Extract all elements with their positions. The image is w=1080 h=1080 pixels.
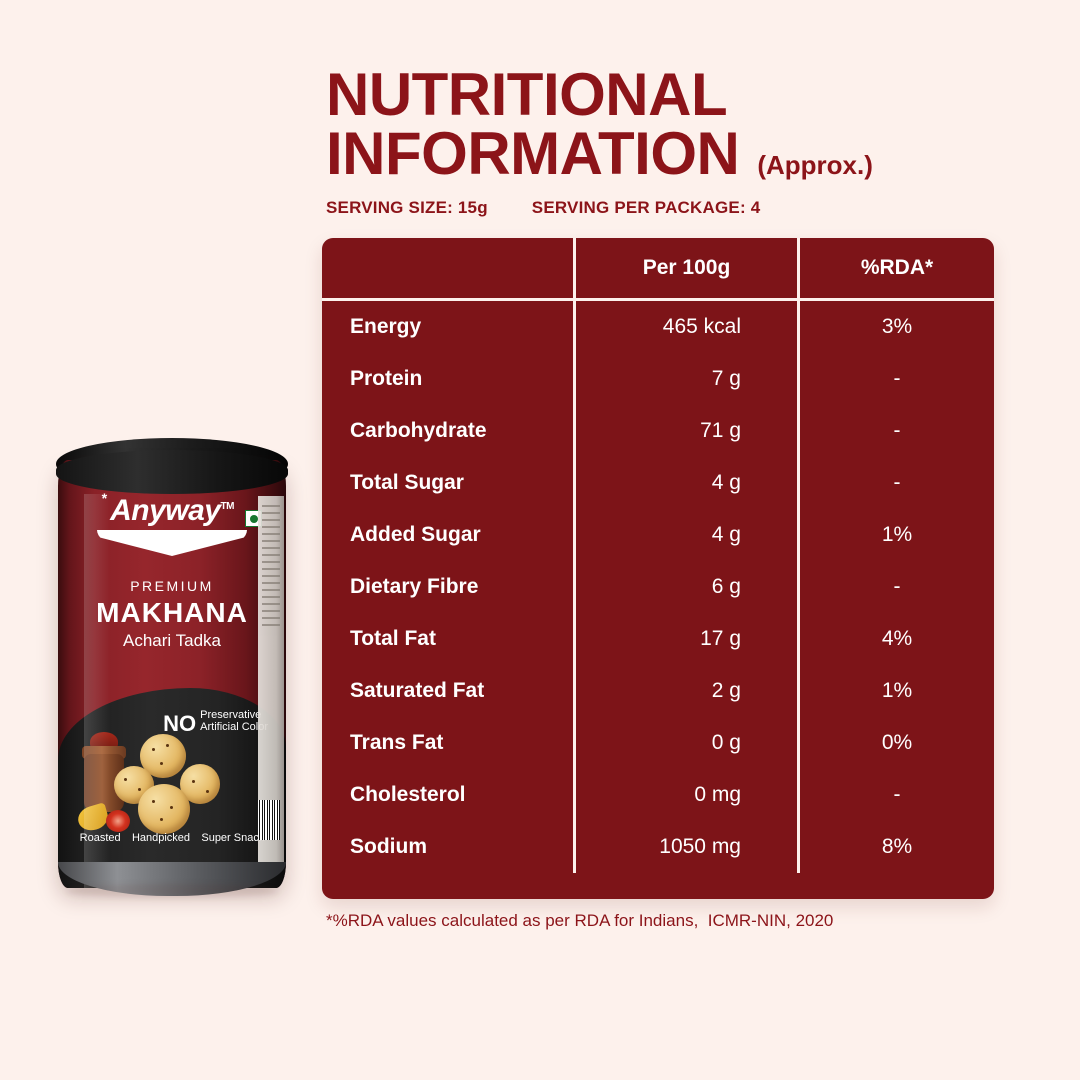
- table-row: Carbohydrate 71 g -: [322, 405, 994, 457]
- column-header-per-100g: Per 100g: [573, 238, 797, 298]
- product-can-image: * AnywayTM PREMIUM MAKHANA Achari Tadka N…: [52, 432, 292, 898]
- nutrient-name: Carbohydrate: [350, 419, 487, 442]
- page-title-line-2: INFORMATION: [326, 119, 740, 187]
- page-title-line-2-row: INFORMATION (Approx.): [326, 119, 1026, 187]
- nutrient-per-100g: 4 g: [573, 509, 797, 561]
- nutrient-name: Sodium: [350, 835, 427, 858]
- table-row: Energy 465 kcal 3%: [322, 301, 994, 353]
- table-row: Sodium 1050 mg 8%: [322, 821, 994, 873]
- nutrient-per-100g: 465 kcal: [573, 301, 797, 353]
- nutrient-per-100g: 17 g: [573, 613, 797, 665]
- nutrient-rda: 3%: [797, 301, 994, 353]
- can-variant-name: Achari Tadka: [123, 631, 221, 650]
- nutrient-per-100g: 6 g: [573, 561, 797, 613]
- can-cap-face: [56, 450, 288, 494]
- nutrient-per-100g: 0 mg: [573, 769, 797, 821]
- table-row: Added Sugar 4 g 1%: [322, 509, 994, 561]
- table-row: Dietary Fibre 6 g -: [322, 561, 994, 613]
- nutrient-name: Dietary Fibre: [350, 575, 479, 598]
- table-row: Total Sugar 4 g -: [322, 457, 994, 509]
- no-preservative-badge: NO Preservative Artificial Color: [163, 710, 268, 736]
- page-title: NUTRITIONAL INFORMATION (Approx.): [326, 61, 1026, 187]
- nutrient-rda: 1%: [797, 665, 994, 717]
- veg-dot: [249, 514, 258, 523]
- serving-size: SERVING SIZE: 15g: [326, 198, 488, 217]
- can-product-name: MAKHANA: [96, 597, 248, 628]
- no-badge-lines: Preservative Artificial Color: [200, 710, 268, 734]
- nutrient-per-100g: 1050 mg: [573, 821, 797, 873]
- barcode-icon: [258, 800, 280, 840]
- serving-info: SERVING SIZE: 15g SERVING PER PACKAGE: 4: [326, 198, 760, 218]
- nutrient-rda: -: [797, 769, 994, 821]
- trademark-mark: TM: [220, 501, 234, 512]
- can-tag: Handpicked: [131, 832, 191, 844]
- can-base-shadow: [66, 884, 278, 898]
- can-feature-tags: Roasted Handpicked Super Snack: [58, 832, 286, 844]
- nutrient-per-100g: 4 g: [573, 457, 797, 509]
- table-row: Total Fat 17 g 4%: [322, 613, 994, 665]
- table-bottom-padding: [322, 873, 994, 899]
- table-header-row: Per 100g %RDA*: [322, 238, 994, 301]
- table-row: Cholesterol 0 mg -: [322, 769, 994, 821]
- nutrition-table: Per 100g %RDA* Energy 465 kcal 3% Protei…: [322, 238, 994, 899]
- page-title-line-1: NUTRITIONAL: [326, 61, 728, 128]
- makhana-puff: [138, 784, 190, 834]
- nutrient-per-100g: 0 g: [573, 717, 797, 769]
- column-header-rda: %RDA*: [797, 238, 994, 298]
- can-tag: Super Snack: [201, 832, 265, 844]
- nutrient-per-100g: 7 g: [573, 353, 797, 405]
- can-tag: Roasted: [79, 832, 121, 844]
- nutrient-rda: -: [797, 457, 994, 509]
- nutrient-rda: 0%: [797, 717, 994, 769]
- approx-note: (Approx.): [757, 149, 873, 180]
- nutrient-name: Total Sugar: [350, 471, 464, 494]
- brand-star-icon: *: [101, 490, 107, 506]
- can-premium-label: PREMIUM: [130, 578, 214, 594]
- brand-name-text: Anyway: [110, 494, 221, 527]
- table-row: Trans Fat 0 g 0%: [322, 717, 994, 769]
- table-row: Protein 7 g -: [322, 353, 994, 405]
- nutrient-rda: 8%: [797, 821, 994, 873]
- nutrient-name: Protein: [350, 367, 423, 390]
- can-brand-block: * AnywayTM PREMIUM MAKHANA Achari Tadka: [58, 490, 286, 651]
- nutrient-per-100g: 71 g: [573, 405, 797, 457]
- rda-footnote: *%RDA values calculated as per RDA for I…: [326, 911, 834, 930]
- chili-slice-icon: [106, 810, 130, 832]
- nutrient-name: Saturated Fat: [350, 679, 485, 702]
- serving-per-package: SERVING PER PACKAGE: 4: [531, 198, 761, 217]
- makhana-illustration: [75, 728, 246, 838]
- nutrient-name: Total Fat: [350, 627, 436, 650]
- brand-name: * AnywayTM: [101, 490, 234, 528]
- nutrient-rda: -: [797, 405, 994, 457]
- nutrient-name: Cholesterol: [350, 783, 466, 806]
- brand-swoosh-icon: [97, 530, 247, 556]
- can-body: * AnywayTM PREMIUM MAKHANA Achari Tadka N…: [58, 460, 286, 888]
- nutrient-name: Added Sugar: [350, 523, 481, 546]
- nutrient-name: Energy: [350, 315, 422, 338]
- nutrient-per-100g: 2 g: [573, 665, 797, 717]
- no-badge-line2: Artificial Color: [200, 720, 268, 733]
- nutrient-rda: 4%: [797, 613, 994, 665]
- table-row: Saturated Fat 2 g 1%: [322, 665, 994, 717]
- no-badge-line1: Preservative: [200, 710, 262, 721]
- nutrient-name: Trans Fat: [350, 731, 444, 754]
- nutrient-rda: -: [797, 353, 994, 405]
- nutrient-rda: 1%: [797, 509, 994, 561]
- nutrient-rda: -: [797, 561, 994, 613]
- no-badge-word: NO: [163, 711, 197, 736]
